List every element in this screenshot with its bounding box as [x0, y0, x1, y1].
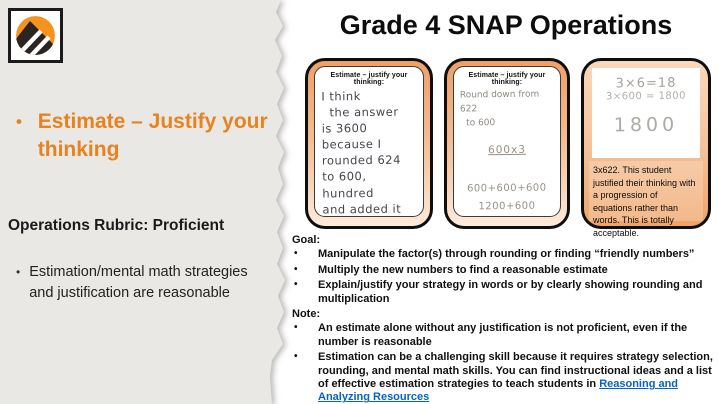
- handwritten-line: to 600, hundred: [322, 169, 374, 201]
- student-work-card-3: 3×6=18 3×600 = 1800 1800 3x622. This stu…: [581, 58, 711, 238]
- note-bullet: • Estimation can be a challenging skill …: [292, 351, 718, 404]
- goal-bullet-text: Manipulate the factor(s) through roundin…: [318, 248, 695, 261]
- goal-label: Goal:: [292, 234, 321, 246]
- handwritten-line: 3×600 = 1800: [605, 90, 687, 103]
- goal-note-section: Goal: • Manipulate the factor(s) through…: [292, 234, 718, 404]
- handwritten-line: the answer: [329, 104, 399, 120]
- bullet-icon: •: [16, 265, 21, 279]
- goal-bullet-text: Explain/justify your strategy in words o…: [318, 279, 703, 305]
- handwritten-line: 600+600+600: [466, 182, 547, 195]
- handwritten-line: Round down from 622: [459, 89, 540, 115]
- note-bullet-pre-text: Estimation can be a challenging skill be…: [318, 351, 713, 391]
- handwriting-2: Round down from 622 to 600: [454, 86, 560, 131]
- bullet-icon: •: [16, 112, 22, 131]
- note-bullet-text: Estimation can be a challenging skill be…: [318, 351, 718, 404]
- handwritten-line: because I: [321, 137, 382, 152]
- handwritten-expression: 600x3: [487, 143, 527, 157]
- sidebar-point: Estimation/mental math strategies and ju…: [29, 264, 248, 301]
- handwritten-line: 1800: [613, 113, 679, 137]
- handwritten-line: rounded 624: [321, 153, 401, 168]
- sidebar-heading: Estimate – Justify your thinking: [37, 110, 268, 161]
- bullet-icon: •: [294, 351, 298, 363]
- handwritten-line: 3×6=18: [615, 75, 677, 92]
- bullet-icon: •: [294, 248, 298, 260]
- goal-bullet-text: Multiply the new numbers to find a reaso…: [318, 263, 608, 276]
- resources-link[interactable]: Reasoning and Analyzing Resources: [318, 378, 679, 404]
- worksheet-header: Estimate – justify your thinking:: [330, 72, 408, 86]
- worksheet-header: Estimate – justify your thinking:: [468, 72, 546, 86]
- sidebar-point-row: • Estimation/mental math strategies and …: [16, 262, 262, 303]
- sidebar-background: [0, 0, 285, 404]
- mountain-logo-icon: [8, 8, 63, 63]
- sidebar: • Estimate – Justify your thinking Opera…: [0, 0, 300, 404]
- handwritten-line: and added it: [322, 201, 402, 217]
- card-caption: 3x622. This student justified their thin…: [589, 161, 703, 238]
- note-label: Note:: [292, 308, 321, 321]
- handwritten-line: I think: [321, 89, 361, 104]
- handwritten-line: 1200+600: [478, 200, 536, 213]
- page-title: Grade 4 SNAP Operations: [339, 10, 673, 40]
- worksheet-3: 3×6=18 3×600 = 1800 1800: [592, 68, 700, 158]
- handwritten-line: 6 times.: [323, 216, 422, 217]
- sidebar-heading-row: • Estimate – Justify your thinking: [16, 108, 268, 163]
- rubric-label: Operations Rubric: Proficient: [8, 217, 225, 234]
- goal-bullet: • Explain/justify your strategy in words…: [292, 279, 718, 306]
- bullet-icon: •: [294, 322, 298, 334]
- student-work-card-1: Estimate – justify your thinking: I thin…: [305, 58, 433, 229]
- sidebar-torn-paper: [0, 0, 300, 404]
- worksheet-1: Estimate – justify your thinking: I thin…: [314, 66, 424, 217]
- note-bullet: • An estimate alone without any justific…: [292, 322, 718, 349]
- bullet-icon: •: [294, 263, 298, 275]
- student-work-cards: Estimate – justify your thinking: I thin…: [305, 58, 712, 238]
- handwritten-line: 1800: [454, 215, 560, 216]
- bullet-icon: •: [294, 279, 298, 291]
- student-work-card-2: Estimate – justify your thinking: Round …: [444, 58, 570, 229]
- handwritten-line: to 600: [466, 117, 496, 129]
- note-bullet-text: An estimate alone without any justificat…: [318, 322, 688, 348]
- handwriting-1: I think the answer is 3600 because I rou…: [315, 86, 423, 217]
- handwritten-line: is 3600: [321, 121, 368, 136]
- goal-bullet: • Manipulate the factor(s) through round…: [292, 248, 718, 261]
- goal-bullet: • Multiply the new numbers to find a rea…: [292, 264, 718, 277]
- worksheet-2: Estimate – justify your thinking: Round …: [453, 66, 561, 217]
- handwritten-sums: 600+600+600 1200+600 1800: [454, 179, 560, 216]
